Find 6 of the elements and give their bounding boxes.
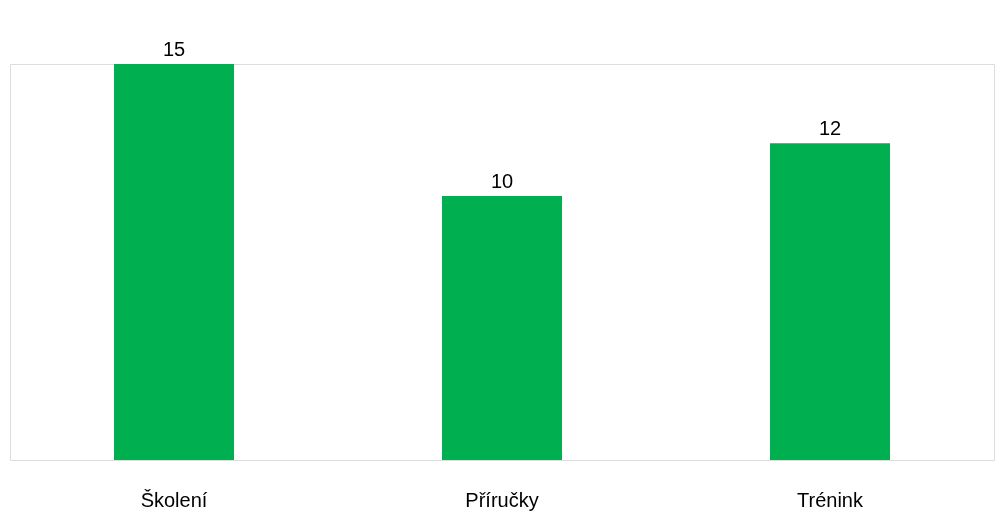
x-tick-label: Školení	[140, 488, 208, 511]
data-label: 15	[162, 38, 186, 60]
data-label: 10	[490, 170, 514, 192]
x-tick-label: Příručky	[465, 488, 539, 511]
data-label: 12	[818, 117, 842, 140]
x-tick-label: Trénink	[797, 488, 864, 511]
